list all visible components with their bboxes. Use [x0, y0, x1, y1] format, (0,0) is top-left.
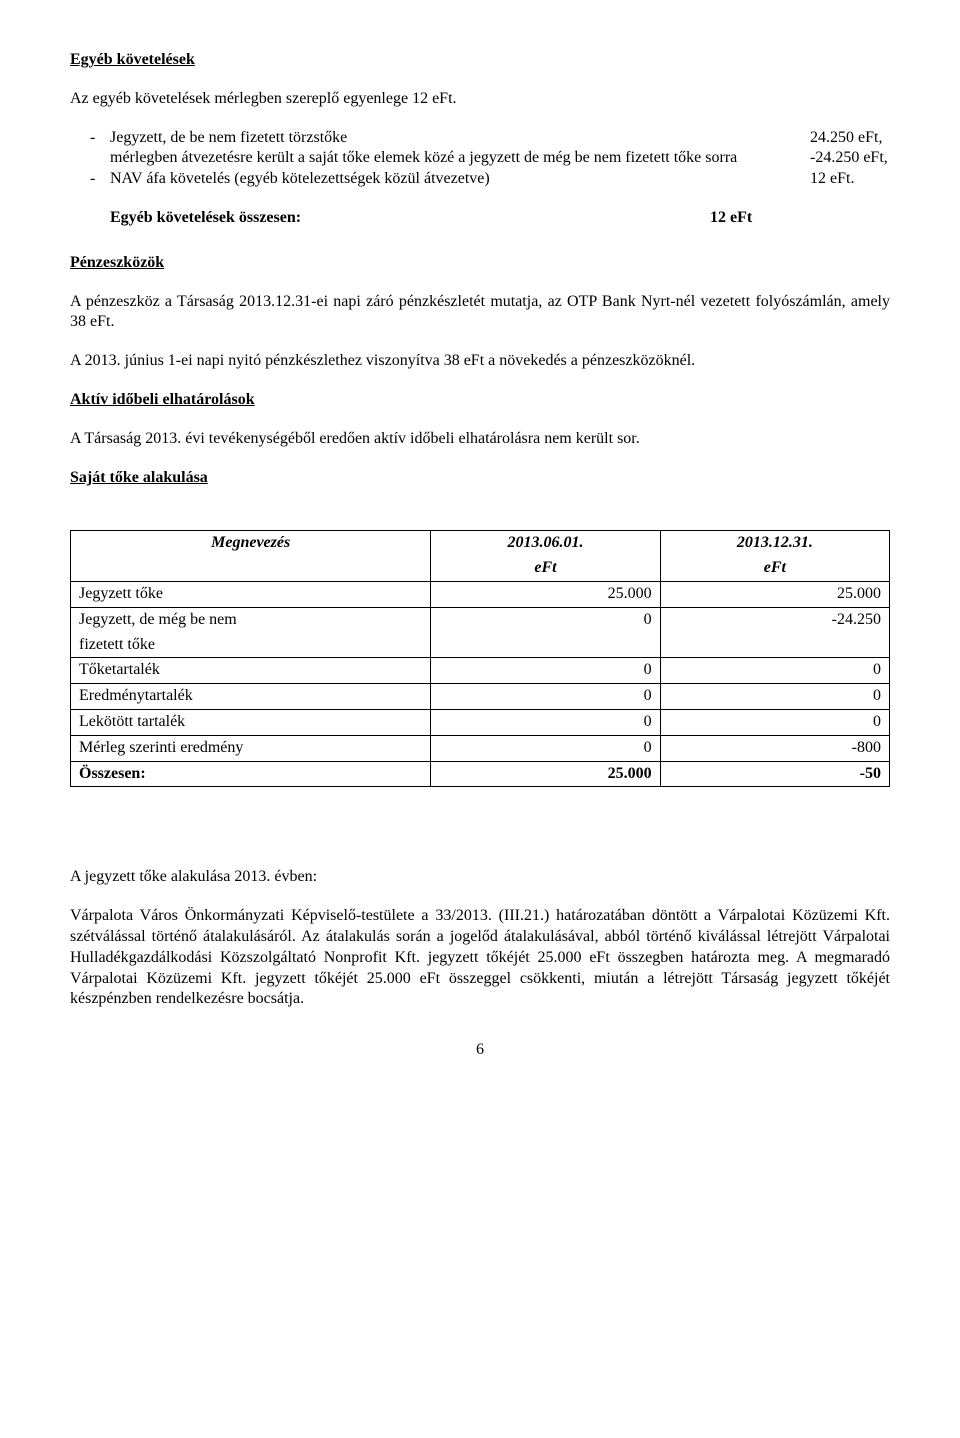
bullet-dash: - — [70, 128, 110, 149]
table-row-continuation: fizetett tőke — [71, 633, 890, 658]
table-cell — [660, 633, 889, 658]
list-item-value: 24.250 eFt, — [800, 128, 890, 149]
table-cell: 0 — [660, 709, 889, 735]
list-item-value: 12 eFt. — [800, 169, 890, 190]
table-row: Tőketartalék 0 0 — [71, 658, 890, 684]
summary-value: 12 eFt — [710, 208, 890, 229]
list-item-label: NAV áfa követelés (egyéb kötelezettségek… — [110, 169, 800, 190]
table-cell: -50 — [660, 761, 889, 787]
table-row: Jegyzett tőke 25.000 25.000 — [71, 581, 890, 607]
paragraph: Várpalota Város Önkormányzati Képviselő-… — [70, 906, 890, 1010]
list-item-cont-value: -24.250 eFt, — [800, 148, 890, 169]
table-cell: eFt — [431, 556, 660, 581]
table-row: Mérleg szerinti eredmény 0 -800 — [71, 735, 890, 761]
bullet-dash: - — [70, 169, 110, 190]
table-cell: Jegyzett tőke — [71, 581, 431, 607]
paragraph: A Társaság 2013. évi tevékenységéből ere… — [70, 429, 890, 450]
table-header: Megnevezés — [71, 531, 431, 556]
heading-aktiv-idobeli: Aktív időbeli elhatárolások — [70, 390, 890, 411]
table-cell: -24.250 — [660, 607, 889, 632]
table-row: Lekötött tartalék 0 0 — [71, 709, 890, 735]
table-cell: 25.000 — [431, 581, 660, 607]
paragraph: A jegyzett tőke alakulása 2013. évben: — [70, 867, 890, 888]
page-number: 6 — [70, 1040, 890, 1061]
table-cell: 0 — [660, 684, 889, 710]
summary-label: Egyéb követelések összesen: — [110, 208, 710, 229]
table-row: Eredménytartalék 0 0 — [71, 684, 890, 710]
summary-row: Egyéb követelések összesen: 12 eFt — [70, 208, 890, 229]
heading-egyeb-kovetelesek: Egyéb követelések — [70, 50, 890, 71]
table-cell: 0 — [431, 607, 660, 632]
table-cell: Tőketartalék — [71, 658, 431, 684]
table-cell: -800 — [660, 735, 889, 761]
table-cell: 0 — [431, 684, 660, 710]
table-header: 2013.12.31. — [660, 531, 889, 556]
table-cell: Jegyzett, de még be nem — [71, 607, 431, 632]
table-cell: 0 — [660, 658, 889, 684]
list-item: - NAV áfa követelés (egyéb kötelezettség… — [70, 169, 890, 190]
list-item-continuation: mérlegben átvezetésre került a saját tők… — [70, 148, 890, 169]
list-item: - Jegyzett, de be nem fizetett törzstőke… — [70, 128, 890, 149]
table-cell — [71, 556, 431, 581]
heading-sajat-toke: Saját tőke alakulása — [70, 468, 890, 489]
table-row: Jegyzett, de még be nem 0 -24.250 — [71, 607, 890, 632]
table-cell: 0 — [431, 658, 660, 684]
table-cell: 25.000 — [660, 581, 889, 607]
table-cell — [431, 633, 660, 658]
paragraph: A 2013. június 1-ei napi nyitó pénzkészl… — [70, 351, 890, 372]
table-header: 2013.06.01. — [431, 531, 660, 556]
table-cell: 0 — [431, 735, 660, 761]
table-cell: Lekötött tartalék — [71, 709, 431, 735]
table-cell: Eredménytartalék — [71, 684, 431, 710]
table-cell: eFt — [660, 556, 889, 581]
list-item-cont-label: mérlegben átvezetésre került a saját tők… — [110, 148, 800, 169]
table-header-row: Megnevezés 2013.06.01. 2013.12.31. — [71, 531, 890, 556]
list-item-label: Jegyzett, de be nem fizetett törzstőke — [110, 128, 800, 149]
table-row-total: Összesen: 25.000 -50 — [71, 761, 890, 787]
table-unit-row: eFt eFt — [71, 556, 890, 581]
table-cell: 0 — [431, 709, 660, 735]
table-cell: fizetett tőke — [71, 633, 431, 658]
table-cell: Mérleg szerinti eredmény — [71, 735, 431, 761]
table-cell: 25.000 — [431, 761, 660, 787]
paragraph-intro: Az egyéb követelések mérlegben szereplő … — [70, 89, 890, 110]
table-cell: Összesen: — [71, 761, 431, 787]
list-block: - Jegyzett, de be nem fizetett törzstőke… — [70, 128, 890, 190]
sajat-toke-table: Megnevezés 2013.06.01. 2013.12.31. eFt e… — [70, 530, 890, 787]
heading-penzeszkozok: Pénzeszközök — [70, 253, 890, 274]
paragraph: A pénzeszköz a Társaság 2013.12.31-ei na… — [70, 292, 890, 334]
